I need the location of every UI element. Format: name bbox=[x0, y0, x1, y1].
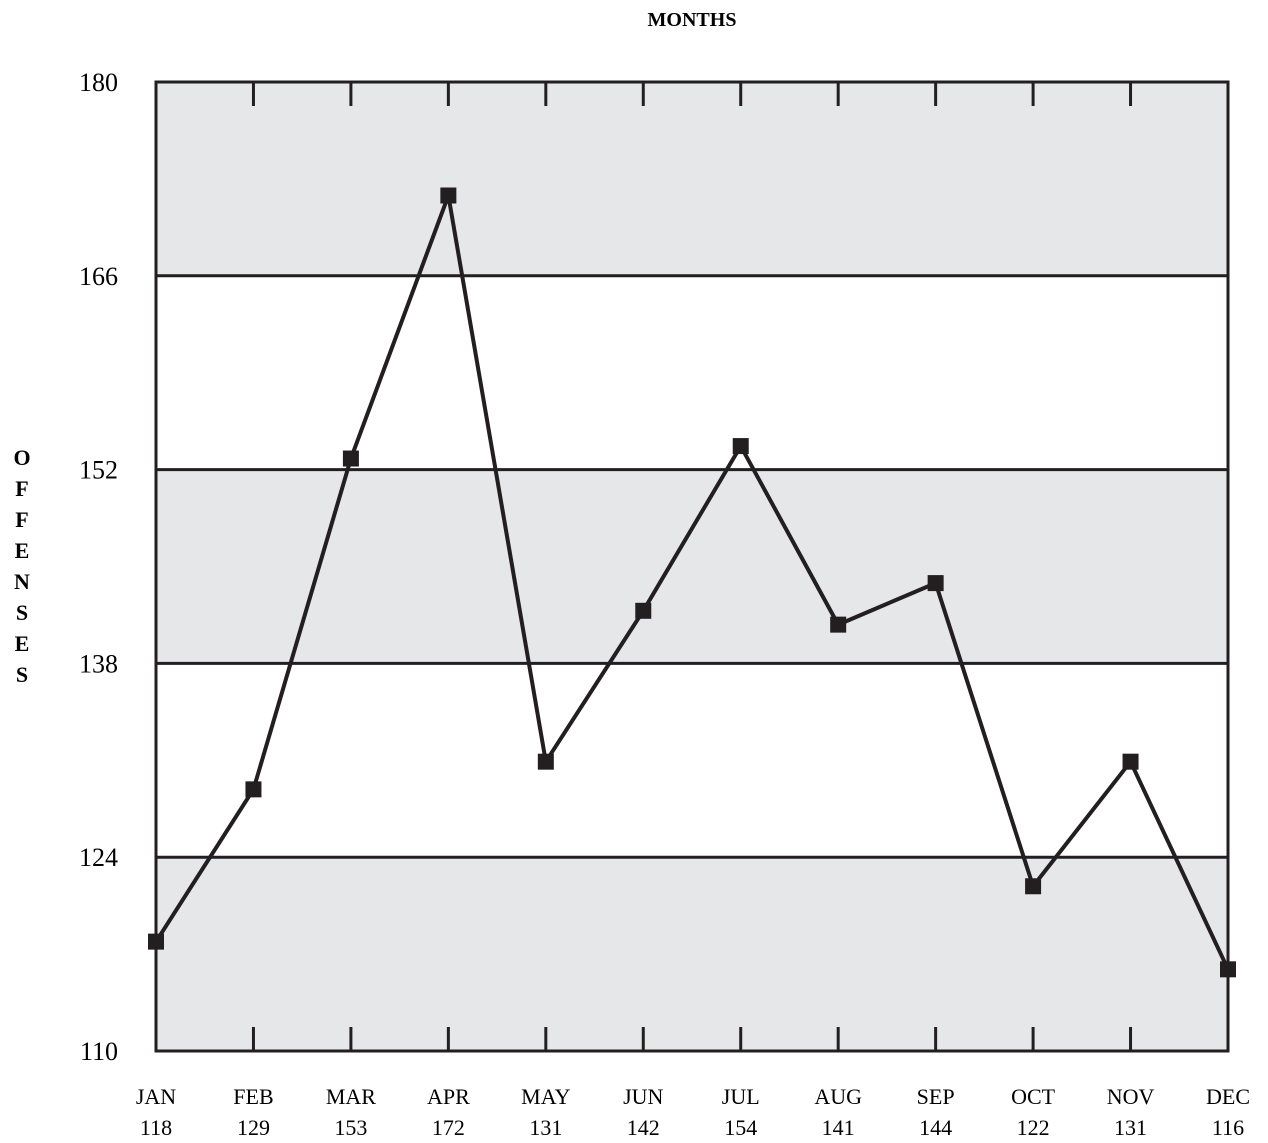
data-markers bbox=[148, 187, 1236, 978]
x-category-value-label: 154 bbox=[724, 1115, 757, 1140]
x-category-label: APR bbox=[427, 1084, 470, 1109]
data-point-marker bbox=[1220, 961, 1236, 978]
data-point-marker bbox=[1122, 753, 1139, 770]
x-category-label: FEB bbox=[233, 1084, 273, 1109]
series-line bbox=[154, 187, 1230, 971]
x-category-value-label: 131 bbox=[529, 1115, 562, 1140]
data-point-marker bbox=[732, 438, 749, 455]
x-category-label: JUN bbox=[623, 1084, 663, 1109]
data-point-marker bbox=[537, 753, 554, 770]
x-category-label: SEP bbox=[917, 1084, 955, 1109]
chart-title: MONTHS bbox=[648, 9, 737, 31]
x-tick-marks bbox=[251, 82, 1133, 1051]
background-band bbox=[156, 469, 1228, 664]
x-category-label: AUG bbox=[814, 1084, 862, 1109]
data-point-marker bbox=[440, 187, 457, 204]
x-category-value-label: 141 bbox=[822, 1115, 855, 1140]
x-category-value-label: 144 bbox=[919, 1115, 952, 1140]
x-category-value-label: 129 bbox=[237, 1115, 270, 1140]
gridlines bbox=[156, 274, 1228, 859]
background-band bbox=[156, 275, 1228, 470]
plot-frame bbox=[154, 80, 1230, 1053]
x-category-value-label: 142 bbox=[627, 1115, 660, 1140]
x-category-label: JAN bbox=[136, 1084, 176, 1109]
y-tick-label: 124 bbox=[79, 843, 118, 872]
data-point-marker bbox=[245, 781, 262, 798]
x-category-label: NOV bbox=[1107, 1084, 1155, 1109]
y-tick-label: 166 bbox=[79, 262, 118, 291]
x-category-label: DEC bbox=[1206, 1084, 1250, 1109]
background-bands bbox=[156, 82, 1228, 1051]
y-tick-label: 138 bbox=[79, 649, 118, 678]
data-point-marker bbox=[148, 933, 164, 950]
data-point-marker bbox=[830, 616, 847, 633]
x-category-value-label: 172 bbox=[432, 1115, 465, 1140]
data-point-marker bbox=[342, 450, 359, 467]
background-band bbox=[156, 663, 1228, 858]
background-band bbox=[156, 857, 1228, 1051]
x-category-label: OCT bbox=[1011, 1084, 1056, 1109]
x-category-value-label: 116 bbox=[1212, 1115, 1244, 1140]
x-category-value-label: 122 bbox=[1017, 1115, 1050, 1140]
data-point-marker bbox=[927, 575, 944, 592]
y-tick-label: 152 bbox=[79, 456, 118, 485]
data-point-marker bbox=[1025, 878, 1042, 895]
x-category-label: MAR bbox=[326, 1084, 376, 1109]
x-category-value-label: 153 bbox=[334, 1115, 367, 1140]
data-point-marker bbox=[635, 602, 652, 619]
x-category-value-label: 131 bbox=[1114, 1115, 1147, 1140]
x-category-label: MAY bbox=[521, 1084, 570, 1109]
y-tick-label: 180 bbox=[79, 68, 118, 97]
x-category-value-label: 118 bbox=[140, 1115, 172, 1140]
background-band bbox=[156, 82, 1228, 276]
y-tick-label: 110 bbox=[80, 1037, 118, 1066]
x-category-labels: JAN 118 FEB 129 MAR 153 APR 172 MAY 131 JUN 142 JUL 1… bbox=[136, 1084, 1250, 1140]
x-category-label: JUL bbox=[722, 1084, 760, 1109]
y-tick-labels: 110 124 138 152 166 180 bbox=[79, 68, 118, 1066]
